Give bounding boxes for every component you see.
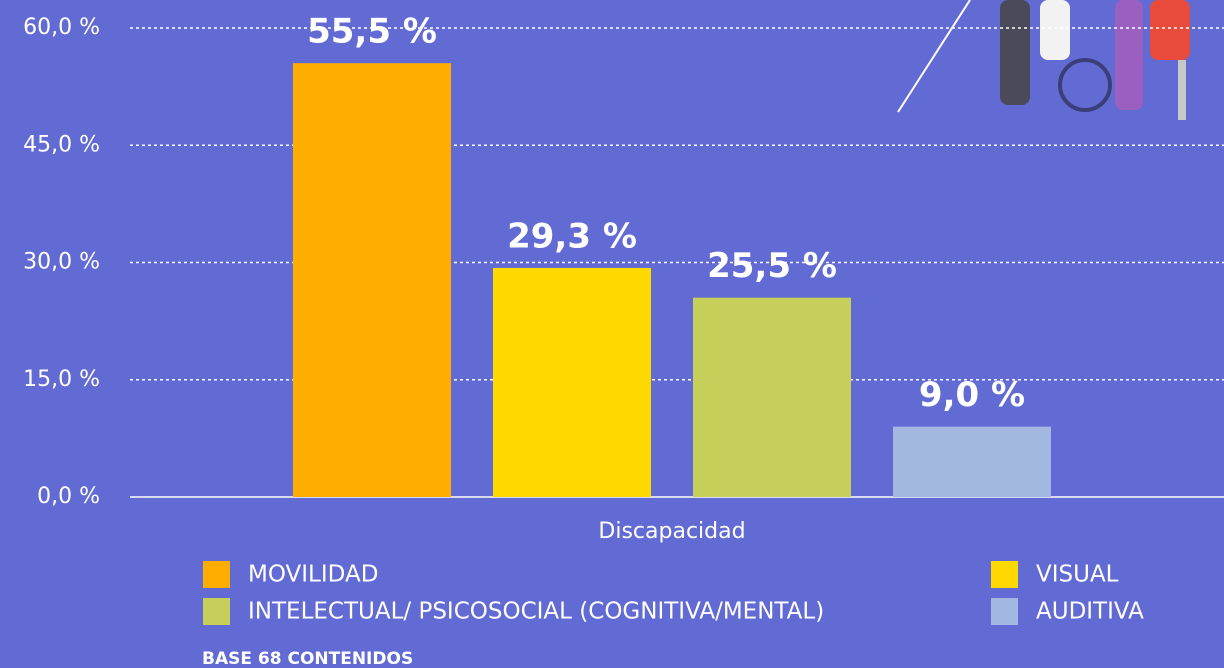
y-tick-label: 0,0 % — [37, 484, 100, 509]
legend-label: MOVILIDAD — [248, 562, 378, 588]
value-label: 9,0 % — [919, 375, 1025, 415]
value-label: 55,5 % — [307, 12, 437, 52]
bar — [493, 267, 651, 497]
legend-label: AUDITIVA — [1036, 599, 1144, 625]
y-tick-label: 15,0 % — [23, 367, 100, 392]
legend-swatch — [991, 561, 1018, 588]
legend-label: INTELECTUAL/ PSICOSOCIAL (COGNITIVA/MENT… — [248, 599, 824, 625]
y-tick-label: 45,0 % — [23, 132, 100, 157]
legend-swatch — [203, 598, 230, 625]
value-label: 29,3 % — [507, 216, 637, 256]
bar — [293, 63, 451, 498]
x-tick-label: Discapacidad — [598, 519, 745, 544]
y-tick-label: 30,0 % — [23, 250, 100, 275]
legend-label: VISUAL — [1036, 562, 1119, 588]
value-label: 25,5 % — [707, 246, 837, 286]
legend-swatch — [991, 598, 1018, 625]
legend-swatch — [203, 561, 230, 588]
footnote: BASE 68 CONTENIDOS — [202, 649, 413, 668]
bar — [893, 426, 1051, 497]
illustration — [897, 0, 1190, 120]
y-tick-label: 60,0 % — [23, 15, 100, 40]
bar — [693, 297, 851, 497]
